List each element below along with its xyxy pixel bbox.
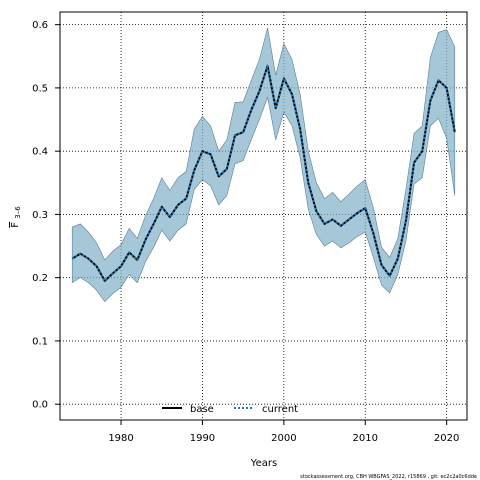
x-axis-title: Years — [250, 458, 277, 469]
y-tick-label-2: 0.2 — [32, 273, 48, 284]
x-tick-label-1980: 1980 — [108, 433, 133, 444]
y-tick-label-0: 0.0 — [32, 400, 48, 411]
legend: base current — [162, 404, 298, 415]
y-tick-label-3: 0.3 — [32, 210, 48, 221]
x-axis: 1980 1990 2000 2010 2020 — [108, 420, 459, 444]
y-axis-title-main: F — [10, 222, 21, 228]
confidence-band — [71, 27, 456, 303]
x-tick-label-2000: 2000 — [271, 433, 296, 444]
y-tick-label-5: 0.5 — [32, 83, 48, 94]
x-tick-label-2020: 2020 — [434, 433, 459, 444]
series-lines — [71, 64, 456, 282]
confidence-band-area — [71, 27, 456, 303]
legend-label-current: current — [262, 404, 298, 415]
y-tick-label-4: 0.4 — [32, 147, 48, 158]
x-tick-label-1990: 1990 — [190, 433, 215, 444]
legend-label-base: base — [190, 404, 214, 415]
y-axis-title-sub: 3–6 — [14, 206, 22, 219]
x-tick-label-2010: 2010 — [353, 433, 378, 444]
y-tick-label-6: 0.6 — [32, 20, 48, 31]
y-tick-label-1: 0.1 — [32, 336, 48, 347]
plot-frame — [59, 11, 468, 421]
footer-note: stockassessment.org, CBH WBGFAS_2022, r1… — [300, 474, 477, 480]
series-line-current — [71, 64, 456, 282]
svg-text:F 3–6: F 3–6 — [10, 206, 22, 228]
y-axis-title: F 3–6 — [10, 206, 22, 228]
y-axis: 0.0 0.1 0.2 0.3 0.4 0.5 0.6 — [32, 20, 60, 411]
